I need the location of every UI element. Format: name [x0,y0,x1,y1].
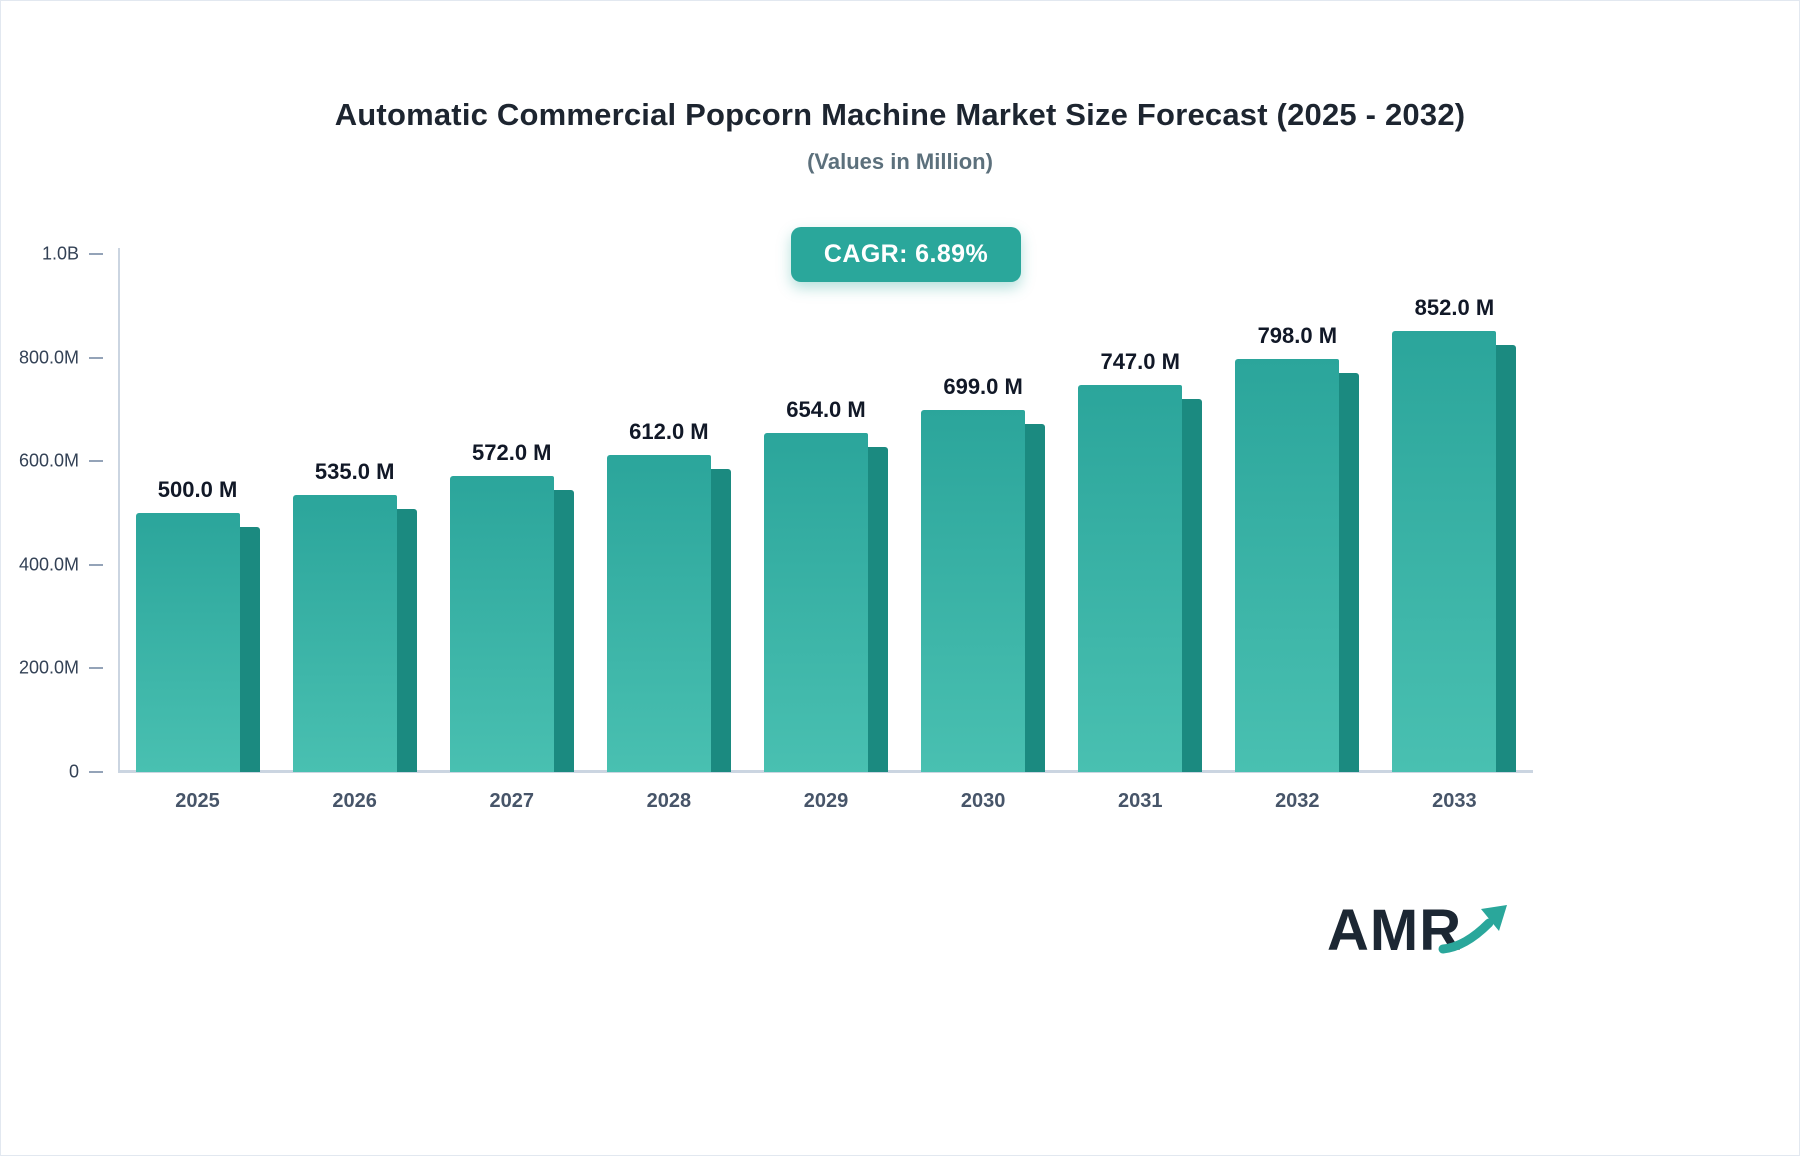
bar-side-face [1023,424,1046,772]
x-axis-label: 2028 [646,790,692,812]
bar-value-label: 747.0 M [1100,349,1180,374]
chart-title: Automatic Commercial Popcorn Machine Mar… [334,97,1466,132]
y-tick-mark [89,667,103,670]
x-axis-label: 2029 [803,790,849,812]
bar-side-face [394,509,417,772]
bar-side-face [1337,373,1360,772]
x-axis-label: 2031 [1117,790,1163,812]
amr-logo-arrow-icon [1438,905,1507,954]
bar-value-label: 699.0 M [943,374,1023,399]
amr-logo: AMR [1327,897,1517,977]
bar-front-face [1235,359,1340,772]
bar [921,410,1046,772]
chart-subtitle: (Values in Million) [807,149,993,174]
y-tick-label: 400.0M [18,554,79,575]
y-tick-mark [89,253,103,255]
bar-value-label: 852.0 M [1414,295,1495,320]
bar-value-label: 572.0 M [472,440,552,465]
y-tick-label: 1.0B [41,243,79,264]
bar [1235,359,1360,772]
bar-value-label: 798.0 M [1257,323,1338,348]
y-tick-mark [89,771,103,773]
bar-side-face [708,469,731,772]
bar-front-face [921,410,1026,772]
bar [135,513,260,772]
bar [764,433,888,772]
bar-front-face [135,513,240,772]
bar [292,495,417,772]
y-tick-label: 800.0M [18,347,79,368]
y-tick-mark [89,356,103,359]
bar-side-face [551,490,574,772]
x-axis-label: 2026 [332,790,377,812]
bar-value-label: 535.0 M [314,459,395,484]
bar-side-face [237,527,260,772]
x-axis-label: 2025 [175,790,220,812]
bar [1078,385,1203,772]
y-tick-mark [89,460,103,463]
bar-side-face [866,447,888,772]
amr-logo-text: AMR [1327,898,1463,963]
bar [606,455,731,772]
x-axis-label: 2027 [489,790,535,812]
cagr-badge: CAGR: 6.89% [791,227,1021,282]
y-tick-label: 0 [68,761,79,782]
y-axis-line [118,248,120,773]
y-tick-label: 600.0M [18,450,79,471]
bar-side-face [1180,399,1203,772]
x-axis-label: 2032 [1275,790,1320,812]
bar-front-face [1392,331,1497,772]
y-tick-label: 200.0M [18,657,79,678]
bar-side-face [1494,345,1517,772]
bar [449,476,574,772]
y-tick-mark [89,563,103,566]
bar-value-label: 654.0 M [786,397,866,422]
bar-front-face [764,433,868,772]
bar-front-face [449,476,554,772]
bar-value-label: 500.0 M [157,477,238,502]
x-axis-label: 2033 [1432,790,1477,812]
bar-value-label: 612.0 M [629,419,709,444]
bar-front-face [292,495,397,772]
bar [1392,331,1517,772]
bar-front-face [606,455,711,772]
x-axis-label: 2030 [960,790,1006,812]
bar-front-face [1078,385,1183,772]
